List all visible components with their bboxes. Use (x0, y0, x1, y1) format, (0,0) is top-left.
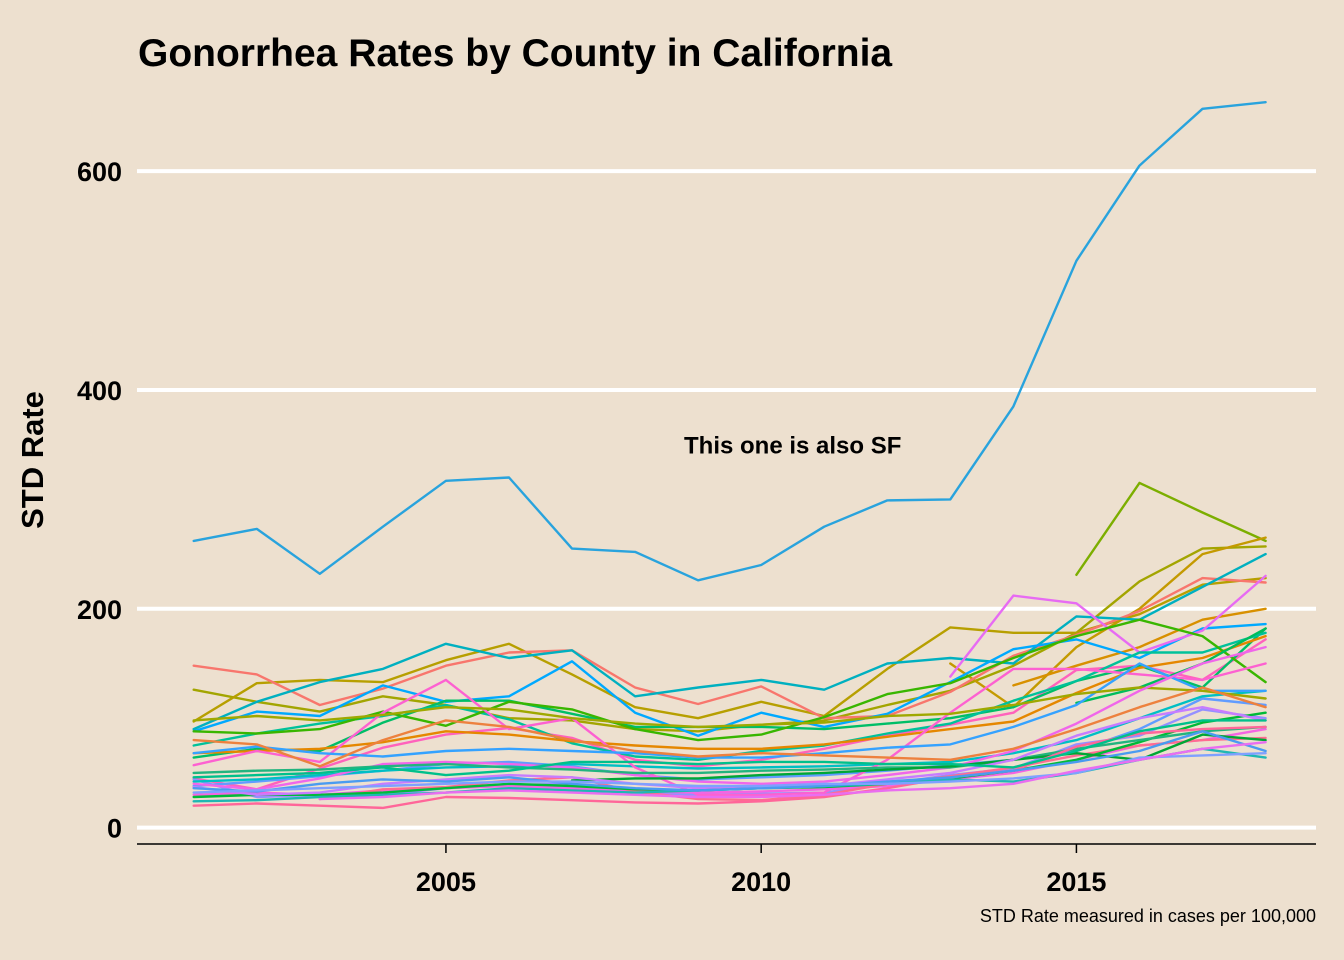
series-lines (192, 101, 1267, 810)
y-tick-label-0: 0 (107, 814, 122, 844)
x-tick-label-2005: 2005 (416, 867, 476, 897)
series-line-37 (318, 741, 1267, 801)
series-line-2 (1075, 481, 1267, 576)
y-tick-label-400: 400 (77, 376, 122, 406)
x-tick-label-2010: 2010 (731, 867, 791, 897)
series-line-8 (192, 552, 1267, 731)
series-line-1 (192, 101, 1267, 582)
series-line-9 (192, 622, 1267, 737)
annotation-sf: This one is also SF (684, 433, 901, 460)
series-line-3 (192, 545, 1267, 733)
series-line-36 (192, 752, 1267, 794)
series-line-35 (192, 719, 1267, 779)
y-axis-label: STD Rate (15, 391, 50, 529)
x-ticks: 2005 2010 2015 (416, 844, 1106, 897)
series-line-32 (192, 725, 1267, 810)
y-tick-label-200: 200 (77, 595, 122, 625)
series-line-34 (192, 730, 1267, 793)
gridlines (137, 169, 1316, 830)
series-line-38 (192, 686, 1267, 768)
chart-caption: STD Rate measured in cases per 100,000 (980, 906, 1316, 926)
series-line-23 (192, 686, 1267, 729)
series-line-16 (1075, 627, 1267, 705)
series-line-7 (1012, 607, 1267, 687)
y-tick-label-600: 600 (77, 157, 122, 187)
series-line-19 (192, 689, 1267, 783)
x-tick-label-2015: 2015 (1046, 867, 1106, 897)
chart-title: Gonorrhea Rates by County in California (138, 32, 892, 75)
series-line-22 (192, 662, 1267, 759)
y-tick-labels: 0 200 400 600 (77, 157, 122, 843)
series-line-30 (570, 733, 1267, 782)
series-line-20 (192, 662, 1267, 796)
series-line-15 (192, 618, 1267, 742)
series-line-4 (192, 576, 1267, 723)
